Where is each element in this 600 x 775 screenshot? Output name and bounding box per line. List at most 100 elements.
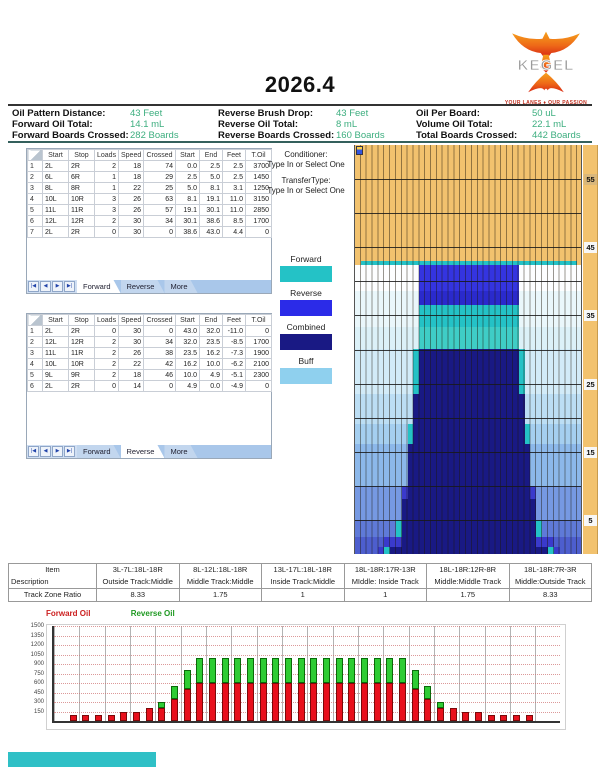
tab-more[interactable]: More	[164, 445, 197, 458]
ratio-column-header: 18L-18R:7R-3R Middle:Outside Track	[508, 563, 592, 589]
info-item: Reverse Oil Total: 8 mL	[218, 119, 358, 130]
ruler-label: 55	[584, 174, 597, 186]
nav-prev-button[interactable]: ◀	[40, 281, 51, 292]
table-row[interactable]: 1 2L 2R 0 30 0 43.0 32.0 -11.0 0	[27, 325, 272, 337]
bar-forward-oil	[107, 714, 115, 721]
forward-swatch	[280, 266, 332, 282]
nav-last-button[interactable]: ▶|	[64, 446, 75, 457]
table-row[interactable]: 1 2L 2R 2 18 74 0.0 2.5 2.5 3700	[27, 160, 272, 172]
nav-first-button[interactable]: |◀	[28, 446, 39, 457]
oil-distribution-chart: 150 300 450 600 750 900 1050 1200 1350 1500	[20, 623, 566, 732]
bar-forward-oil	[234, 683, 242, 721]
legend-item-reverse: Reverse	[268, 288, 344, 316]
tab-more[interactable]: More	[164, 280, 197, 293]
lane-row	[355, 547, 581, 554]
table-row[interactable]: 4 10L 10R 3 26 63 8.1 19.1 11.0 3150	[27, 193, 272, 205]
bar-reverse-oil	[183, 670, 191, 690]
table-row[interactable]: 6 2L 2R 0 14 0 4.9 0.0 -4.9 0	[27, 380, 272, 392]
transfer-type-select[interactable]: TransferType: Type In or Select One	[256, 176, 356, 195]
lane-row	[355, 264, 581, 291]
bar-forward-oil	[272, 683, 280, 721]
bar-forward-oil	[411, 689, 419, 721]
lane-row	[355, 327, 581, 349]
column-header: Start	[42, 314, 69, 326]
track-zone-ratio-table: Item Description 3L-7L:18L-18R Outside Trac…	[8, 563, 592, 602]
bar-forward-oil	[373, 683, 381, 721]
column-header: Start	[175, 314, 200, 326]
ratio-value: 1	[343, 588, 427, 602]
table-row[interactable]: 5 11L 11R 3 26 57 19.1 30.1 11.0 2850	[27, 204, 272, 216]
chart-legend-forward: Forward Oil	[46, 609, 91, 618]
bar-forward-oil	[335, 683, 343, 721]
bar-forward-oil	[424, 698, 432, 721]
bar-forward-oil	[82, 714, 90, 721]
conditioner-select[interactable]: Conditioner: Type In or Select One	[256, 150, 356, 169]
chart-legend-reverse: Reverse Oil	[130, 609, 175, 618]
y-axis-label: 300	[33, 699, 44, 705]
bar-forward-oil	[449, 708, 457, 721]
column-header: Stop	[68, 149, 95, 161]
bar-reverse-oil	[234, 657, 242, 683]
ratio-value: 1	[261, 588, 345, 602]
column-header	[27, 149, 43, 161]
table-row[interactable]: 5 9L 9R 2 18 46 10.0 4.9 -5.1 2300	[27, 369, 272, 381]
table-row[interactable]: 2 12L 12R 2 30 34 32.0 23.5 -8.5 1700	[27, 336, 272, 348]
tab-forward[interactable]: Forward	[77, 280, 121, 293]
ratio-value: 1.75	[178, 588, 262, 602]
bar-reverse-oil	[170, 686, 178, 699]
info-item: Forward Oil Total: 14.1 mL	[12, 119, 165, 130]
table-row[interactable]: 4 10L 10R 2 22 42 16.2 10.0 -6.2 2100	[27, 358, 272, 370]
bar-forward-oil	[158, 708, 166, 721]
reverse-swatch	[280, 300, 332, 316]
nav-first-button[interactable]: |◀	[28, 281, 39, 292]
legend-item-combined: Combined	[268, 322, 344, 350]
bar-forward-oil	[170, 698, 178, 721]
lane-pattern-graphic: 55 45 35 25 15 5	[354, 145, 598, 554]
lane-row	[355, 348, 581, 394]
bar-reverse-oil	[246, 657, 254, 683]
tab-reverse[interactable]: Reverse	[121, 445, 165, 458]
tab-reverse[interactable]: Reverse	[121, 280, 165, 293]
tab-forward[interactable]: Forward	[77, 445, 121, 458]
y-axis-label: 1500	[30, 623, 44, 629]
column-header	[27, 314, 43, 326]
table-row[interactable]: 3 8L 8R 1 22 25 5.0 8.1 3.1 1250	[27, 182, 272, 194]
transfer-type-value[interactable]: Type In or Select One	[267, 185, 345, 195]
table-row[interactable]: 2 6L 6R 1 18 29 2.5 5.0 2.5 1450	[27, 171, 272, 183]
info-bar: Oil Pattern Distance: 43 Feet Reverse Brus…	[8, 104, 592, 143]
bar-reverse-oil	[259, 657, 267, 683]
column-header: Loads	[94, 314, 119, 326]
ratio-column-header: 18L-18R:12R-8R Middle:Middle Track	[426, 563, 510, 589]
legend-item-buff: Buff	[268, 356, 344, 384]
kegel-logo: KEGEL YOUR LANES ♦ OUR PASSION	[500, 28, 592, 106]
nav-next-button[interactable]: ▶	[52, 446, 63, 457]
bar-reverse-oil	[335, 657, 343, 683]
lane-row	[355, 443, 581, 486]
column-header: Crossed	[143, 314, 176, 326]
ratio-column-header: 18L-18R:17R-13R MIddle: Inside Track	[343, 563, 427, 589]
nav-last-button[interactable]: ▶|	[64, 281, 75, 292]
column-header: Crossed	[143, 149, 176, 161]
ruler-label: 25	[584, 378, 597, 390]
ratio-value: 8.33	[96, 588, 180, 602]
nav-next-button[interactable]: ▶	[52, 281, 63, 292]
bar-reverse-oil	[348, 657, 356, 683]
info-item: Total Boards Crossed: 442 Boards	[416, 130, 581, 141]
oil-color-legend: Forward Reverse Combined Buff	[268, 254, 344, 390]
bar-forward-oil	[221, 683, 229, 721]
bar-reverse-oil	[221, 657, 229, 683]
conditioner-value[interactable]: Type In or Select One	[267, 159, 345, 169]
bar-forward-oil	[462, 711, 470, 721]
column-header: Feet	[222, 149, 246, 161]
nav-prev-button[interactable]: ◀	[40, 446, 51, 457]
table-row[interactable]: 6 12L 12R 2 30 34 30.1 38.6 8.5 1700	[27, 215, 272, 227]
y-axis-label: 150	[33, 708, 44, 715]
column-header: Start	[175, 149, 200, 161]
page-title: 2026.4	[264, 72, 336, 97]
y-axis-label: 600	[33, 680, 44, 686]
bar-forward-oil	[69, 714, 77, 721]
forward-loads-table: Start Stop Loads Speed Crossed Start End Feet T.…	[26, 148, 272, 294]
bar-reverse-oil	[284, 657, 292, 683]
table-row[interactable]: 3 11L 11R 2 26 38 23.5 16.2 -7.3 1900	[27, 347, 272, 359]
table-row[interactable]: 7 2L 2R 0 30 0 38.6 43.0 4.4 0	[27, 226, 272, 238]
